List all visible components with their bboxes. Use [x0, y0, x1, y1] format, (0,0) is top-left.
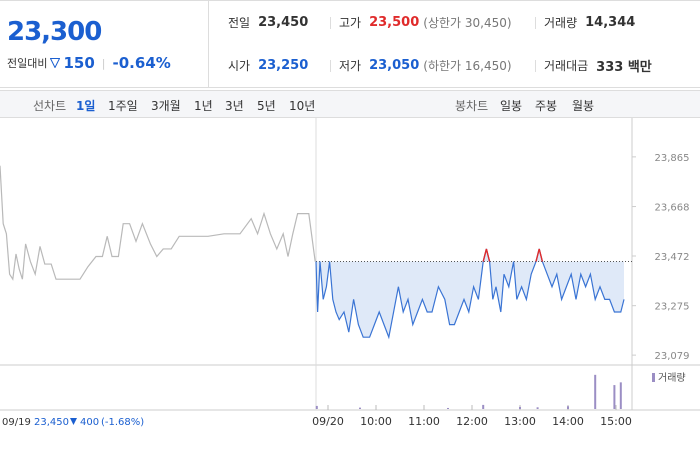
tab[interactable]: 3년: [225, 99, 244, 113]
summary-label: 거래대금: [544, 59, 589, 73]
tab[interactable]: 일봉: [500, 99, 523, 113]
volume-bar: [482, 404, 485, 409]
quote: 23,300 전일대비 150 | -0.64%: [0, 1, 209, 87]
tab-group-label: 선차트: [33, 99, 67, 113]
summary-note: (하한가 16,450): [423, 59, 512, 73]
price: 23,300: [7, 17, 102, 47]
summary-label: 시가: [228, 59, 251, 73]
prev-day-text: 23,450: [34, 417, 69, 428]
divider: [535, 16, 536, 29]
x-tick-label: 12:00: [456, 415, 488, 428]
volume-legend-swatch: [652, 373, 655, 382]
change: 전일대비 150 | -0.64%: [7, 54, 171, 72]
prev-day-change: 400: [80, 417, 99, 428]
summary-label: 고가: [339, 16, 362, 30]
volume-bar: [536, 407, 539, 409]
summary-panel: 23,300 전일대비 150 | -0.64% 전일 23,450 고가 23,50…: [0, 0, 700, 88]
summary-value: 23,050: [369, 58, 420, 73]
tab[interactable]: 주봉: [535, 99, 558, 113]
volume-bar: [619, 382, 622, 409]
above-segment: [535, 248, 540, 262]
y-tick-label: 23,865: [655, 153, 690, 164]
down-icon: [70, 418, 77, 425]
divider: [535, 59, 536, 72]
y-tick-label: 23,668: [655, 203, 690, 214]
tab[interactable]: 1주일: [108, 99, 138, 113]
volume-bar: [359, 407, 361, 409]
x-tick-label: 15:00: [600, 415, 632, 428]
line: [0, 165, 316, 281]
y-tick-label: 23,275: [655, 302, 690, 313]
summary-value: 23,450: [258, 15, 309, 30]
prev-day-text: 09/19: [2, 417, 31, 428]
down-icon: [50, 58, 61, 68]
x-tick-label: 11:00: [408, 415, 440, 428]
summary-label: 저가: [339, 59, 362, 73]
volume-bar: [447, 407, 449, 409]
x-tick-label: 14:00: [552, 415, 584, 428]
summary-value: 23,500: [369, 15, 420, 30]
summary-label: 전일: [228, 16, 251, 30]
x-tick-label: 10:00: [360, 415, 392, 428]
summary-cell: 거래대금 333 백만: [535, 44, 700, 87]
tab-group-label: 봉차트: [455, 99, 489, 113]
summary-value: 23,250: [258, 58, 309, 73]
volume-bar: [594, 374, 597, 409]
y-tick-label: 23,472: [655, 252, 690, 263]
above-segment: [538, 248, 544, 262]
summary-cell: 전일 23,450: [210, 1, 348, 44]
x-tick-label: 09/20: [312, 415, 344, 428]
volume-legend: 거래량: [658, 372, 686, 384]
change-value: 150: [63, 54, 95, 72]
divider: [330, 16, 331, 29]
summary-cell: 저가 23,050 (하한가 16,450): [330, 44, 535, 87]
summary-label: 거래량: [544, 16, 578, 30]
summary-value: 14,344: [585, 15, 636, 30]
summary-note: (상한가 30,450): [423, 16, 512, 30]
change-rate: -0.64%: [112, 54, 171, 72]
line: [315, 248, 625, 340]
volume-bar: [567, 406, 569, 409]
tab[interactable]: 월봉: [572, 99, 595, 113]
change-label: 전일대비: [7, 57, 48, 70]
volume-bar: [519, 406, 521, 409]
summary-cell: 거래량 14,344: [535, 1, 700, 44]
volume-bar: [315, 405, 318, 409]
summary-cell: 고가 23,500 (상한가 30,450): [330, 1, 535, 44]
volume-bar: [613, 385, 616, 409]
summary-value: 333 백만: [596, 60, 652, 75]
tab[interactable]: 3개월: [151, 99, 181, 113]
tab[interactable]: 10년: [289, 99, 316, 113]
tab[interactable]: 1년: [194, 99, 213, 113]
above-segment: [485, 248, 491, 262]
x-tick-label: 13:00: [504, 415, 536, 428]
tab-bar: 선차트 1일 1주일 3개월 1년 3년 5년 10년 봉차트 일봉 주봉 월봉: [0, 90, 700, 118]
tab[interactable]: 5년: [257, 99, 276, 113]
summary-cell: 시가 23,250: [210, 44, 348, 87]
divider: [330, 59, 331, 72]
prev-day-rate: (-1.68%): [101, 417, 144, 428]
separator: |: [101, 56, 106, 70]
above-segment: [482, 248, 488, 262]
y-tick-label: 23,079: [655, 351, 690, 362]
tab[interactable]: 1일: [76, 99, 96, 113]
